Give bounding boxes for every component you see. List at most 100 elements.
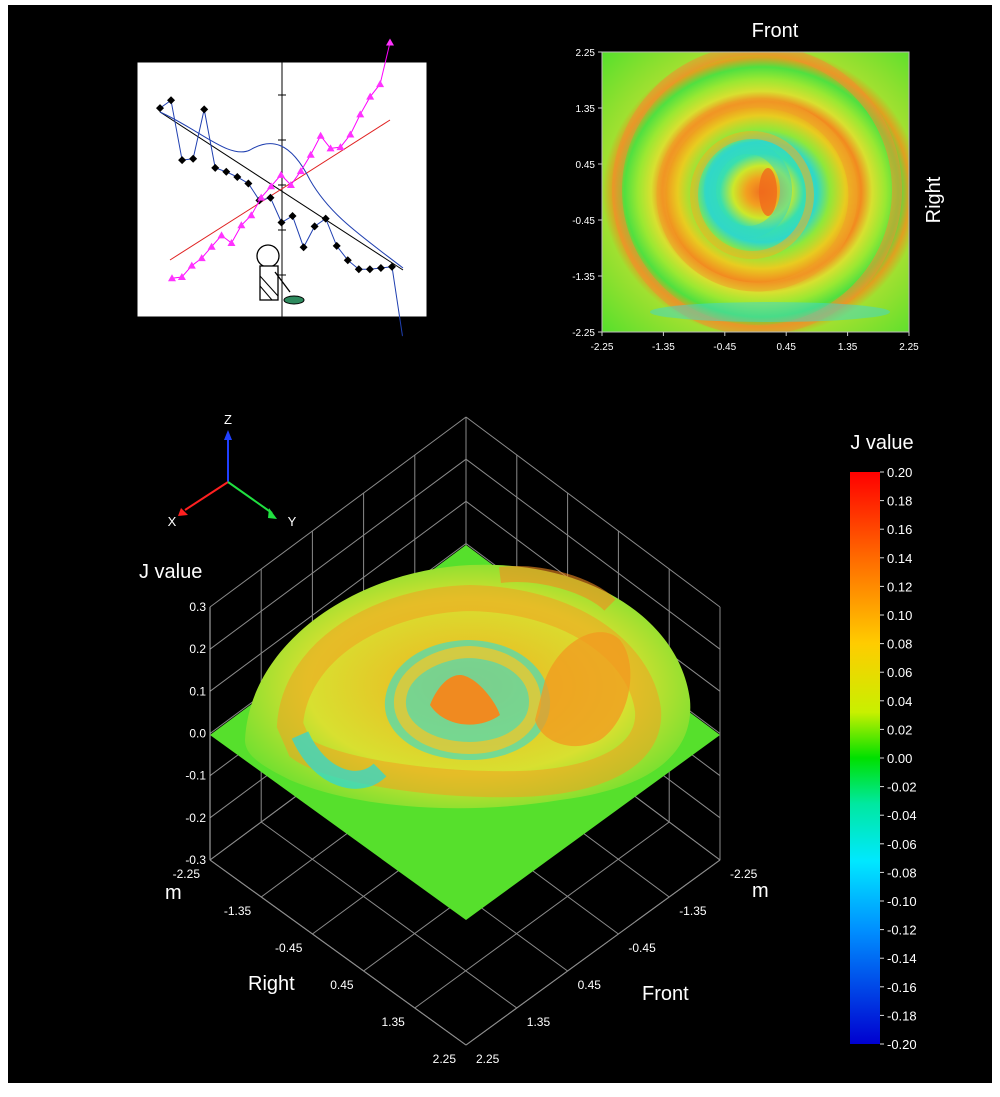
surface-grid-line bbox=[209, 458, 467, 650]
colorbar-tick-label: 0.00 bbox=[887, 751, 912, 766]
heatmap-x-tick-label: -2.25 bbox=[591, 342, 614, 353]
series-black-point bbox=[288, 212, 297, 220]
surface-plot: 0.30.20.10.0-0.1-0.2-0.3-2.25-1.35-0.450… bbox=[139, 416, 769, 1066]
series-magenta-point bbox=[386, 38, 394, 46]
series-black-point bbox=[178, 156, 187, 165]
series-magenta-point bbox=[316, 131, 325, 139]
front-axis-unit: m bbox=[752, 880, 769, 902]
series-black-point bbox=[222, 167, 231, 176]
series-magenta-point bbox=[376, 80, 385, 88]
right-tick-label: 2.25 bbox=[433, 1052, 457, 1066]
series-magenta-point bbox=[237, 221, 246, 229]
colorbar-tick-label: -0.08 bbox=[887, 865, 917, 880]
z-tick-label: -0.2 bbox=[185, 811, 206, 825]
colorbar-tick-label: -0.04 bbox=[887, 808, 917, 823]
right-tick-label: 0.45 bbox=[330, 978, 354, 992]
colorbar-tick-label: -0.12 bbox=[887, 923, 917, 938]
heatmap-side-label: Right bbox=[923, 176, 945, 223]
front-tick-label: 2.25 bbox=[476, 1052, 500, 1066]
z-tick-label: 0.1 bbox=[189, 684, 206, 698]
series-magenta-point bbox=[346, 130, 355, 138]
colorbar: J value 0.20 0.18 0.16 0.14 0.12 0.10 0.08 0.06… bbox=[850, 432, 917, 1052]
figure-canvas: Front -2.25 -1.35 -0.45 0.45 1.35 2.25 2.25 1.… bbox=[8, 5, 992, 1083]
series-magenta-point bbox=[197, 254, 206, 262]
series-magenta-point bbox=[326, 144, 335, 152]
colorbar-tick-label: -0.18 bbox=[887, 1008, 917, 1023]
series-magenta-point bbox=[296, 167, 305, 175]
heatmap-x-tick-label: -0.45 bbox=[713, 342, 736, 353]
fit-line-black bbox=[159, 111, 404, 271]
heatmap-y-tick-label: -0.45 bbox=[572, 216, 595, 227]
series-magenta-point bbox=[267, 182, 276, 190]
series-black-point bbox=[277, 218, 286, 227]
surface-floor-grid bbox=[414, 821, 670, 1009]
heatmap-x-tick-label: 1.35 bbox=[838, 342, 858, 353]
series-black-point bbox=[332, 241, 341, 250]
series-black-point bbox=[156, 104, 164, 113]
series-black-point bbox=[354, 265, 363, 274]
colorbar-tick-label: 0.18 bbox=[887, 494, 912, 509]
series-magenta-point bbox=[356, 110, 365, 118]
series-magenta-point bbox=[366, 92, 375, 100]
colorbar-tick-label: 0.04 bbox=[887, 694, 912, 709]
series-black-point bbox=[266, 193, 275, 202]
series-black-point bbox=[211, 163, 220, 172]
series-black-point bbox=[233, 173, 242, 181]
z-tick-label: -0.1 bbox=[185, 769, 206, 783]
colorbar-tick-label: 0.02 bbox=[887, 722, 912, 737]
series-magenta-point bbox=[227, 238, 236, 246]
series-black-point bbox=[399, 335, 407, 344]
series-magenta-point bbox=[217, 231, 226, 239]
series-black-point bbox=[244, 179, 253, 188]
surface-grid-line bbox=[465, 458, 721, 650]
z-tick-label: 0.3 bbox=[189, 600, 206, 614]
right-axis-unit: m bbox=[165, 882, 182, 904]
series-magenta-point bbox=[187, 261, 196, 269]
colorbar-tick-label: 0.08 bbox=[887, 637, 912, 652]
surface-floor-grid bbox=[260, 821, 518, 1009]
surface-grid-line bbox=[209, 416, 467, 608]
x-arrow-icon bbox=[178, 508, 188, 516]
front-tick-label: 1.35 bbox=[527, 1015, 551, 1029]
heatmap-y-tick-label: -1.35 bbox=[572, 272, 595, 283]
x-axis-line bbox=[184, 481, 229, 511]
right-tick-label: -0.45 bbox=[275, 941, 303, 955]
z-axis-title: J value bbox=[139, 561, 202, 583]
series-magenta-point bbox=[336, 143, 345, 151]
colorbar-tick-label: 0.16 bbox=[887, 522, 912, 537]
triad-z-label: Z bbox=[224, 412, 232, 427]
series-magenta-point bbox=[168, 274, 176, 282]
fit-line-red bbox=[169, 119, 391, 261]
axes-triad: Z X Y bbox=[168, 412, 297, 529]
heatmap-x-tick-label: -1.35 bbox=[652, 342, 675, 353]
front-tick-label: 0.45 bbox=[578, 978, 602, 992]
y-arrow-icon bbox=[268, 508, 277, 519]
series-black-point bbox=[310, 222, 319, 231]
surface-trough-left bbox=[291, 730, 387, 789]
series-magenta-point bbox=[207, 242, 216, 250]
surface-floor-grid bbox=[209, 859, 467, 1046]
z-tick-label: -0.3 bbox=[185, 853, 206, 867]
surface-right-lobe bbox=[535, 632, 631, 747]
colorbar-tick-label: 0.06 bbox=[887, 665, 912, 680]
heatmap-y-tick-label: 2.25 bbox=[576, 48, 596, 59]
colorbar-tick-label: -0.06 bbox=[887, 837, 917, 852]
series-black-point bbox=[365, 265, 374, 274]
series-black-point bbox=[167, 96, 176, 105]
figure: Front -2.25 -1.35 -0.45 0.45 1.35 2.25 2.25 1.… bbox=[136, 20, 945, 1066]
colorbar-tick-label: 0.20 bbox=[887, 465, 912, 480]
series-black-point bbox=[387, 262, 396, 271]
right-axis-title: Right bbox=[248, 973, 295, 995]
colorbar-gradient bbox=[850, 472, 880, 1044]
heatmap-y-tick-label: 1.35 bbox=[576, 104, 596, 115]
front-tick-label: -0.45 bbox=[628, 941, 656, 955]
colorbar-tick-label: -0.16 bbox=[887, 980, 917, 995]
smooth-line-blue bbox=[159, 111, 404, 269]
person-icon bbox=[256, 244, 305, 305]
colorbar-tick-label: -0.02 bbox=[887, 780, 917, 795]
series-black-point bbox=[343, 256, 352, 265]
series-magenta-point bbox=[277, 170, 285, 178]
series-magenta-point bbox=[306, 150, 315, 158]
right-tick-label: 1.35 bbox=[381, 1015, 405, 1029]
colorbar-title: J value bbox=[850, 432, 913, 454]
